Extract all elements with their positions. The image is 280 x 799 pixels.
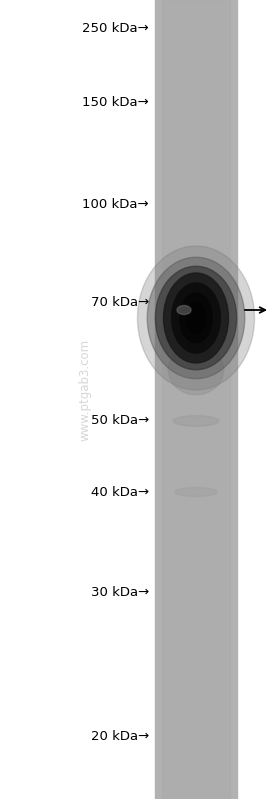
Ellipse shape bbox=[168, 345, 224, 395]
Ellipse shape bbox=[177, 305, 191, 315]
Text: 50 kDa→: 50 kDa→ bbox=[91, 415, 149, 427]
Ellipse shape bbox=[155, 266, 237, 370]
Text: 20 kDa→: 20 kDa→ bbox=[91, 730, 149, 744]
Bar bbox=[155, 0, 237, 799]
Ellipse shape bbox=[137, 246, 255, 390]
Text: 100 kDa→: 100 kDa→ bbox=[82, 197, 149, 210]
Text: 150 kDa→: 150 kDa→ bbox=[82, 97, 149, 109]
Ellipse shape bbox=[175, 487, 217, 496]
Ellipse shape bbox=[164, 273, 228, 363]
Text: www.ptgab3.com: www.ptgab3.com bbox=[78, 339, 92, 441]
Ellipse shape bbox=[173, 415, 219, 427]
Text: 70 kDa→: 70 kDa→ bbox=[91, 296, 149, 308]
Ellipse shape bbox=[180, 293, 212, 343]
Text: 40 kDa→: 40 kDa→ bbox=[91, 486, 149, 499]
Ellipse shape bbox=[187, 302, 205, 334]
Bar bbox=[162, 0, 230, 799]
Text: 250 kDa→: 250 kDa→ bbox=[82, 22, 149, 34]
Ellipse shape bbox=[147, 257, 245, 379]
Ellipse shape bbox=[172, 283, 220, 353]
Text: 30 kDa→: 30 kDa→ bbox=[91, 586, 149, 599]
